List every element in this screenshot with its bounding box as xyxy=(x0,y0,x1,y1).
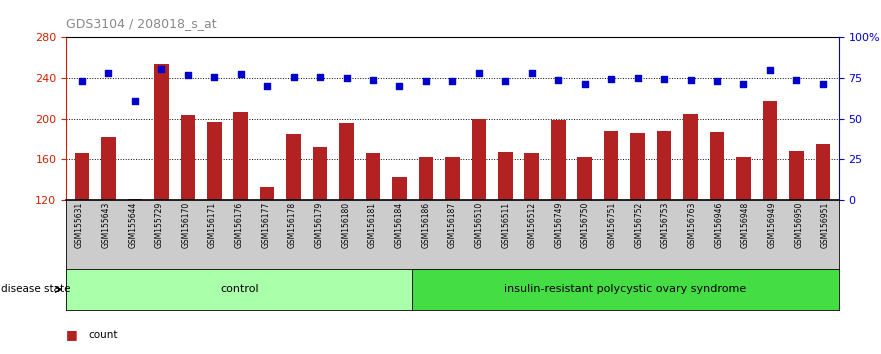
Bar xyxy=(551,120,566,322)
Bar xyxy=(710,132,724,322)
Text: GSM156752: GSM156752 xyxy=(634,202,643,248)
Text: GSM156753: GSM156753 xyxy=(661,202,670,249)
Text: GSM156181: GSM156181 xyxy=(368,202,377,248)
Point xyxy=(525,70,539,76)
Bar xyxy=(789,151,803,322)
Bar xyxy=(260,187,275,322)
Bar xyxy=(577,157,592,322)
Point xyxy=(128,98,142,104)
Text: ■: ■ xyxy=(66,353,78,354)
Bar xyxy=(101,137,115,322)
Text: GSM156763: GSM156763 xyxy=(688,202,697,249)
Text: GSM156184: GSM156184 xyxy=(395,202,403,248)
Point xyxy=(710,78,724,84)
Point xyxy=(75,78,89,84)
Point xyxy=(578,81,592,87)
Bar xyxy=(154,64,168,322)
Text: GSM156170: GSM156170 xyxy=(181,202,190,248)
Text: GSM156749: GSM156749 xyxy=(554,202,564,249)
Text: GSM156510: GSM156510 xyxy=(475,202,484,248)
Text: GSM156171: GSM156171 xyxy=(208,202,217,248)
Point xyxy=(816,81,830,87)
Bar xyxy=(392,177,407,322)
Text: GSM156178: GSM156178 xyxy=(288,202,297,248)
Text: GSM156751: GSM156751 xyxy=(608,202,617,248)
Point xyxy=(339,75,353,81)
Text: GSM155644: GSM155644 xyxy=(128,202,137,249)
Point xyxy=(286,74,300,80)
Bar xyxy=(339,123,354,322)
Point xyxy=(207,74,221,80)
Bar xyxy=(524,153,539,322)
Text: GSM156187: GSM156187 xyxy=(448,202,457,248)
Text: GSM156180: GSM156180 xyxy=(341,202,351,248)
Bar xyxy=(128,199,142,322)
Text: GSM156946: GSM156946 xyxy=(714,202,723,249)
Point xyxy=(101,70,115,76)
Point xyxy=(445,78,459,84)
Bar xyxy=(233,113,248,322)
Point xyxy=(789,77,803,83)
Bar xyxy=(207,122,221,322)
Text: count: count xyxy=(88,330,117,339)
Bar xyxy=(286,134,301,322)
Bar xyxy=(366,153,381,322)
Text: GSM156176: GSM156176 xyxy=(234,202,244,248)
Point xyxy=(313,74,327,80)
Point xyxy=(499,78,513,84)
Text: control: control xyxy=(220,284,258,295)
Bar xyxy=(445,157,460,322)
Text: GSM156512: GSM156512 xyxy=(528,202,537,248)
Text: GSM156179: GSM156179 xyxy=(315,202,323,248)
Bar xyxy=(816,144,830,322)
Text: GDS3104 / 208018_s_at: GDS3104 / 208018_s_at xyxy=(66,17,217,30)
Bar xyxy=(657,131,671,322)
Text: GSM156950: GSM156950 xyxy=(795,202,803,249)
Point xyxy=(233,71,248,76)
Text: GSM156511: GSM156511 xyxy=(501,202,510,248)
Text: GSM156186: GSM156186 xyxy=(421,202,430,248)
Bar xyxy=(603,131,618,322)
Text: GSM156948: GSM156948 xyxy=(741,202,750,248)
Point xyxy=(418,78,433,84)
Bar xyxy=(181,115,195,322)
Point xyxy=(366,77,380,83)
Text: GSM155631: GSM155631 xyxy=(75,202,84,248)
Point xyxy=(181,72,195,78)
Text: disease state: disease state xyxy=(1,284,70,295)
Bar xyxy=(684,114,698,322)
Bar xyxy=(763,101,777,322)
Text: GSM156951: GSM156951 xyxy=(821,202,830,248)
Text: GSM155643: GSM155643 xyxy=(101,202,110,249)
Point xyxy=(154,66,168,72)
Bar xyxy=(418,157,433,322)
Point xyxy=(763,67,777,73)
Bar xyxy=(498,152,513,322)
Text: GSM156949: GSM156949 xyxy=(767,202,777,249)
Text: insulin-resistant polycystic ovary syndrome: insulin-resistant polycystic ovary syndr… xyxy=(505,284,747,295)
Text: GSM156750: GSM156750 xyxy=(581,202,590,249)
Point xyxy=(392,83,406,89)
Point xyxy=(657,76,671,82)
Bar xyxy=(471,119,486,322)
Bar xyxy=(313,147,328,322)
Point xyxy=(552,77,566,83)
Text: ■: ■ xyxy=(66,328,78,341)
Bar xyxy=(75,153,89,322)
Bar xyxy=(737,157,751,322)
Point xyxy=(737,81,751,87)
Point xyxy=(472,70,486,76)
Text: GSM156177: GSM156177 xyxy=(262,202,270,248)
Text: GSM155729: GSM155729 xyxy=(155,202,164,248)
Point xyxy=(684,77,698,83)
Point xyxy=(604,76,618,82)
Bar xyxy=(630,133,645,322)
Point xyxy=(260,83,274,89)
Point xyxy=(631,75,645,81)
